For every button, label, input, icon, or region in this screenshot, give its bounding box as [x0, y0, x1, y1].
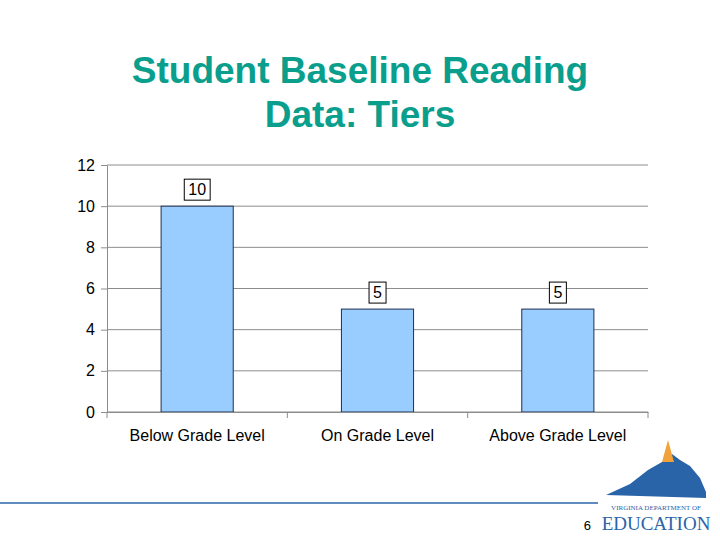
separator: [107, 412, 108, 418]
tick-label: 12: [77, 157, 95, 174]
tick-label: Above Grade Level: [489, 427, 626, 444]
tick-label: 0: [86, 404, 95, 421]
tick-mark: [101, 412, 107, 413]
grid-line: [107, 165, 648, 166]
tick-mark: [101, 206, 107, 207]
tick-label: Below Grade Level: [130, 427, 265, 444]
data-label: 5: [553, 284, 562, 301]
separator: [467, 412, 468, 418]
bar: [522, 309, 594, 412]
tick-label: 8: [86, 239, 95, 256]
category-separators: [107, 412, 648, 418]
separator: [287, 412, 288, 418]
tick-mark: [101, 247, 107, 248]
x-tick: Above Grade Level: [489, 412, 626, 444]
title-line: Data: Tiers: [265, 94, 456, 135]
y-tick: 8: [86, 239, 107, 256]
data-label: 5: [373, 284, 382, 301]
tick-mark: [101, 371, 107, 372]
bar: [161, 206, 233, 412]
axis-line: [108, 412, 649, 413]
chart: Student Baseline ReadingData: Tiers 0 2 4 6 8…: [0, 0, 720, 540]
x-tick: Below Grade Level: [130, 412, 265, 444]
logo-flame: [662, 440, 674, 462]
x-tick: On Grade Level: [321, 412, 434, 444]
logo-shape: [606, 454, 706, 498]
title-line: Student Baseline Reading: [132, 50, 588, 91]
y-tick: 0: [86, 404, 107, 421]
footer: 6 VIRGINIA DEPARTMENT OFEDUCATION: [0, 440, 711, 534]
data-label: 10: [188, 181, 206, 198]
logo-text: VIRGINIA DEPARTMENT OF: [611, 504, 701, 512]
y-tick: 12: [77, 157, 107, 174]
separator: [648, 412, 649, 418]
tick-label: 4: [86, 321, 95, 338]
data-label-box: [184, 179, 210, 200]
footer-rule: [0, 502, 598, 504]
axis-line: [107, 166, 108, 413]
y-axis: 0 2 4 6 8 10 12: [77, 157, 107, 421]
data-labels: 10 5 5: [184, 179, 566, 303]
tick-label: 2: [86, 362, 95, 379]
y-tick: 10: [77, 198, 107, 215]
tick-label: On Grade Level: [321, 427, 434, 444]
page-number: 6: [584, 518, 591, 533]
tick-label: 10: [77, 198, 95, 215]
tick-mark: [101, 289, 107, 290]
tick-mark: [101, 165, 107, 166]
data-label-box: [369, 282, 386, 303]
title: Student Baseline ReadingData: Tiers: [132, 50, 588, 135]
x-axis: Below Grade Level On Grade Level Above Gra…: [108, 412, 649, 444]
data-label-box: [549, 282, 566, 303]
tick-mark: [101, 330, 107, 331]
bar: [341, 309, 413, 412]
grid: [107, 165, 648, 412]
tick-label: 6: [86, 280, 95, 297]
y-tick: 2: [86, 362, 107, 379]
y-tick: 4: [86, 321, 107, 338]
logo-text: EDUCATION: [602, 513, 711, 534]
y-tick: 6: [86, 280, 107, 297]
bars: [161, 206, 594, 412]
